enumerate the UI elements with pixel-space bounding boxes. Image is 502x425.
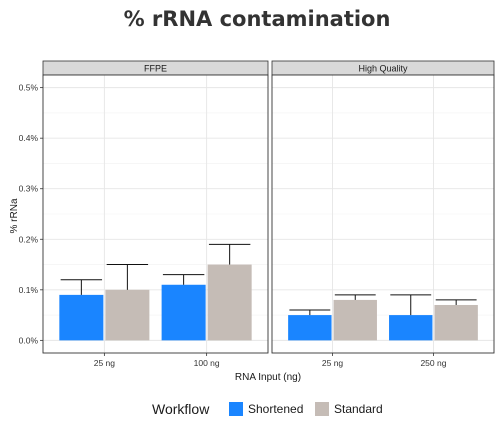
legend-swatch-standard [315,402,329,416]
plot-area-high-quality: 25 ng 250 ng [271,74,495,368]
bar-high-quality-25-ng-shortened [288,315,332,341]
y-axis-title: % rRNa [9,198,20,233]
y-tick-label: 0.3% [19,184,39,194]
legend: Workflow Shortened Standard [152,401,383,417]
x-tick-label: 25 ng [322,358,344,368]
chart-title: % rRNA contamination [124,7,391,31]
x-tick-label: 100 ng [194,358,220,368]
y-tick-label: 0.1% [19,285,39,295]
y-tick-label: 0.5% [19,83,39,93]
y-tick-label: 0.4% [19,133,39,143]
plot-area-ffpe: 25 ng 100 ng [42,74,269,368]
bar-ffpe-100-ng-standard [207,264,252,341]
bar-high-quality-250-ng-standard [434,304,478,341]
legend-label-shortened: Shortened [248,402,303,416]
facet-label-high-quality: High Quality [358,64,408,74]
bar-high-quality-25-ng-standard [333,299,377,341]
x-tick-label: 25 ng [94,358,116,368]
facet-ffpe: FFPE 25 ng 100 ng [42,60,269,368]
y-tick-label: 0.0% [19,335,39,345]
bar-ffpe-100-ng-shortened [161,284,206,341]
facet-label-ffpe: FFPE [144,64,167,74]
panel-border [271,74,495,354]
y-tick-label: 0.2% [19,234,39,244]
bar-ffpe-25-ng-standard [105,289,150,341]
bar-high-quality-250-ng-shortened [389,315,433,341]
y-axis: 0.0% 0.1% 0.2% 0.3% 0.4% 0.5% [19,83,43,345]
panel-border [42,74,269,354]
legend-swatch-shortened [229,402,243,416]
facet-high-quality: High Quality 25 ng 250 ng [271,60,495,368]
x-tick-label: 250 ng [420,358,446,368]
legend-label-standard: Standard [334,402,383,416]
legend-title: Workflow [152,401,210,417]
x-axis-title: RNA Input (ng) [235,372,301,383]
bar-ffpe-25-ng-shortened [59,294,104,341]
